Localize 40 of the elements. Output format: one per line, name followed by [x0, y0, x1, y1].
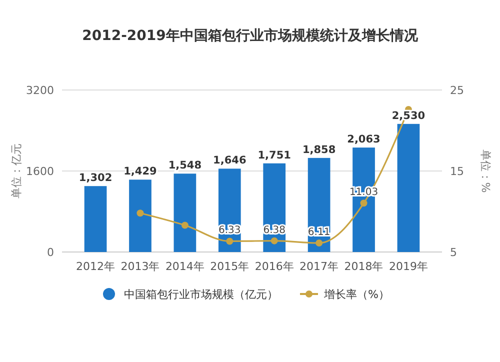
y-tick-label: 1600 — [26, 165, 54, 178]
y2-tick-label: 5 — [450, 246, 457, 259]
point — [270, 237, 278, 244]
x-tick-label: 2013年 — [120, 260, 160, 273]
y-axis-title: 单位：亿元 — [10, 144, 23, 198]
data-label: 1,646 — [213, 154, 246, 167]
bar — [129, 180, 152, 252]
data-label: 6.11 — [308, 227, 330, 238]
data-label: 6.38 — [263, 224, 286, 236]
data-label: 1,548 — [168, 160, 202, 172]
y2-tick-label: 15 — [450, 165, 464, 178]
point — [226, 238, 234, 245]
bar — [397, 124, 420, 252]
legend-label: 增长率（%） — [323, 288, 390, 301]
x-tick-label: 2014年 — [165, 260, 204, 273]
data-label: 1,858 — [302, 144, 336, 156]
x-tick-label: 2015年 — [210, 260, 250, 273]
y-tick-label: 0 — [47, 246, 54, 259]
legend-label: 中国箱包行业市场规模（亿元） — [124, 288, 278, 301]
chart-title: 2012-2019年中国箱包行业市场规模统计及增长情况 — [82, 27, 419, 44]
x-tick-label: 2017年 — [300, 260, 339, 273]
x-tick-label: 2012年 — [76, 260, 116, 273]
x-tick-label: 2018年 — [344, 260, 384, 273]
bar — [174, 174, 196, 252]
data-label: 1,429 — [124, 166, 157, 178]
data-label: 1,302 — [78, 172, 112, 184]
y2-axis-title: 单位：% — [479, 149, 492, 193]
point — [316, 240, 323, 247]
y2-tick-label: 25 — [450, 84, 464, 97]
bar — [263, 163, 286, 252]
x-tick-label: 2019年 — [388, 260, 428, 273]
data-label: 1,751 — [258, 149, 291, 162]
point — [181, 222, 188, 229]
data-label: 6.33 — [218, 225, 241, 236]
point — [360, 200, 368, 207]
y-tick-label: 3200 — [26, 84, 54, 97]
x-tick-label: 2016年 — [254, 260, 294, 273]
point — [136, 210, 144, 217]
bar — [84, 186, 107, 252]
data-label: 2,063 — [347, 134, 380, 146]
